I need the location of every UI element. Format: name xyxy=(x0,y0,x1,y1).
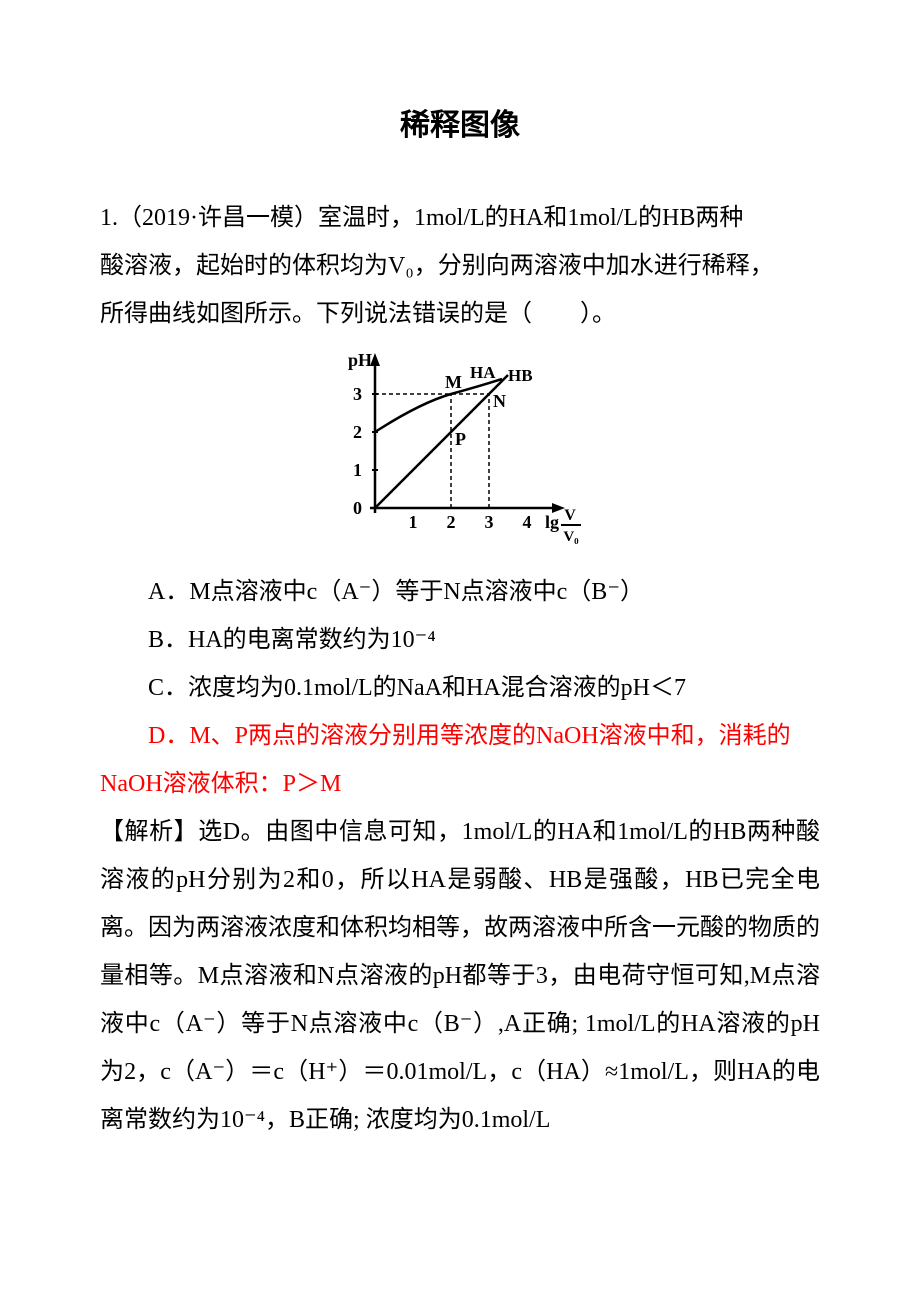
label-hb: HB xyxy=(508,366,533,385)
y-tick-2: 2 xyxy=(353,422,362,442)
option-b: B．HA的电离常数约为10⁻⁴ xyxy=(100,616,820,664)
y-tick-3: 3 xyxy=(353,384,362,404)
x-axis-v0: V₀ xyxy=(563,529,579,545)
y-tick-1: 1 xyxy=(353,460,362,480)
x-axis-v: V xyxy=(564,507,576,524)
option-d-line2: NaOH溶液体积：P＞M xyxy=(100,760,820,808)
line-ha xyxy=(375,379,502,432)
document-page: 稀释图像 1.（2019·许昌一模）室温时，1mol/L的HA和1mol/L的H… xyxy=(0,0,920,1204)
analysis-text: 【解析】选D。由图中信息可知，1mol/L的HA和1mol/L的HB两种酸溶液的… xyxy=(100,808,820,1144)
label-ha: HA xyxy=(470,363,496,382)
x-tick-4: 4 xyxy=(523,512,532,532)
option-d: D．M、P两点的溶液分别用等浓度的NaOH溶液中和，消耗的 NaOH溶液体积：P… xyxy=(100,712,820,808)
x-axis-lg: lg xyxy=(545,512,559,532)
stem-line-2: 酸溶液，起始时的体积均为V₀，分别向两溶液中加水进行稀释， xyxy=(100,253,774,279)
stem-line-1: 1.（2019·许昌一模）室温时，1mol/L的HA和1mol/L的HB两种 xyxy=(100,205,743,231)
x-tick-3: 3 xyxy=(485,512,494,532)
option-c: C．浓度均为0.1mol/L的NaA和HA混合溶液的pH＜7 xyxy=(100,664,820,712)
option-d-line1: D．M、P两点的溶液分别用等浓度的NaOH溶液中和，消耗的 xyxy=(100,712,820,760)
page-title: 稀释图像 xyxy=(100,100,820,144)
label-N: N xyxy=(493,391,506,411)
line-hb xyxy=(375,375,508,508)
dilution-chart: 0 1 2 3 1 2 3 4 M N P H xyxy=(330,348,590,553)
x-tick-2: 2 xyxy=(447,512,456,532)
y-axis-label: pH xyxy=(348,350,372,370)
x-tick-1: 1 xyxy=(409,512,418,532)
label-M: M xyxy=(445,372,462,392)
option-a: A．M点溶液中c（A⁻）等于N点溶液中c（B⁻） xyxy=(100,568,820,616)
question-stem: 1.（2019·许昌一模）室温时，1mol/L的HA和1mol/L的HB两种 酸… xyxy=(100,194,820,338)
label-P: P xyxy=(455,429,466,449)
y-tick-0: 0 xyxy=(353,498,362,518)
stem-line-3: 所得曲线如图所示。下列说法错误的是（ ）。 xyxy=(100,301,616,327)
chart-svg: 0 1 2 3 1 2 3 4 M N P H xyxy=(330,348,590,548)
